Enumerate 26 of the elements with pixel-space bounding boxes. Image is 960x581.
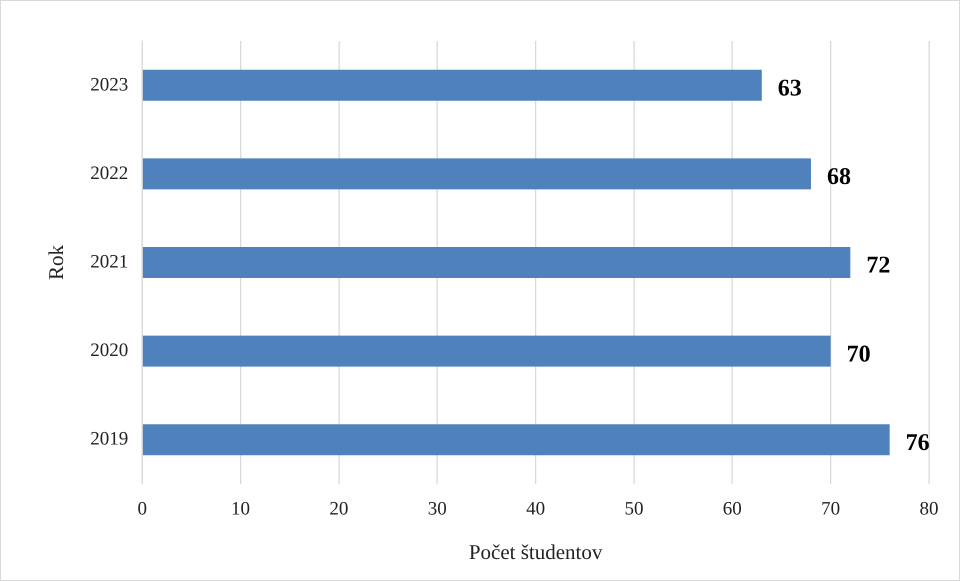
bar xyxy=(142,424,890,456)
bar xyxy=(142,336,831,367)
x-tick-label: 20 xyxy=(329,498,348,520)
bar xyxy=(142,158,811,190)
x-tick-label: 10 xyxy=(231,498,250,520)
data-label: 72 xyxy=(866,252,890,279)
x-tick-label: 70 xyxy=(821,498,840,520)
x-axis-title: Počet študentov xyxy=(468,540,603,564)
data-label: 63 xyxy=(778,76,802,102)
y-tick-label: 2023 xyxy=(90,74,128,96)
x-tick-label: 60 xyxy=(722,498,742,520)
data-label: 70 xyxy=(846,341,871,368)
x-tick-label: 80 xyxy=(920,498,938,520)
x-tick-label: 50 xyxy=(624,498,644,520)
y-tick-label: 2019 xyxy=(90,428,128,450)
data-label: 76 xyxy=(906,430,930,456)
data-label: 68 xyxy=(826,164,851,190)
y-tick-label: 2021 xyxy=(90,251,128,272)
y-tick-label: 2022 xyxy=(90,162,128,184)
x-tick-label: 40 xyxy=(526,498,546,520)
x-tick-label: 0 xyxy=(137,498,147,520)
x-tick-label: 30 xyxy=(428,498,447,520)
bar xyxy=(142,70,762,101)
bar xyxy=(142,246,850,278)
y-tick-label: 2020 xyxy=(90,340,128,362)
y-axis-title: Rok xyxy=(44,244,68,280)
